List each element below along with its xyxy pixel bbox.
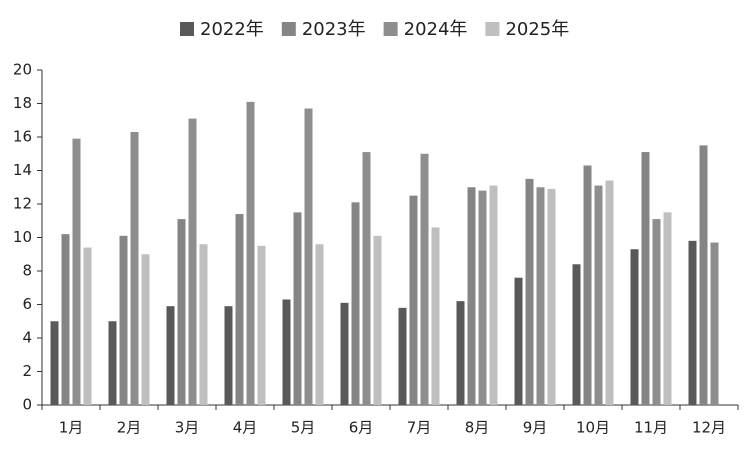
- bar: [177, 219, 186, 405]
- x-tick-label: 6月: [349, 419, 374, 437]
- bar: [282, 299, 291, 405]
- bar: [398, 307, 407, 405]
- x-tick-label: 12月: [692, 419, 726, 437]
- legend-swatch: [281, 22, 296, 36]
- y-tick-label: 0: [22, 396, 32, 414]
- bar: [340, 302, 349, 405]
- bar: [224, 306, 233, 405]
- bar: [235, 214, 244, 405]
- x-tick-label: 7月: [407, 419, 432, 437]
- bar: [489, 185, 498, 405]
- x-tick-label: 9月: [523, 419, 548, 437]
- x-tick-label: 5月: [291, 419, 316, 437]
- x-tick-label: 1月: [59, 419, 84, 437]
- bar: [467, 187, 476, 405]
- bar: [130, 131, 139, 405]
- bar: [572, 264, 581, 405]
- bar: [652, 219, 661, 405]
- bar: [351, 202, 360, 405]
- bar: [630, 249, 639, 405]
- bar: [456, 301, 465, 405]
- bar: [605, 180, 614, 405]
- bar: [315, 244, 324, 405]
- bar: [699, 145, 708, 405]
- legend-label: 2025年: [505, 19, 569, 40]
- x-tick-label: 2月: [117, 419, 142, 437]
- bar: [246, 101, 255, 405]
- bar: [583, 165, 592, 405]
- y-tick-label: 2: [22, 362, 32, 380]
- y-tick-label: 10: [13, 228, 32, 246]
- bar: [688, 240, 697, 405]
- bar: [409, 195, 418, 405]
- legend-swatch: [485, 22, 500, 36]
- legend-swatch: [180, 22, 194, 36]
- y-tick-label: 6: [22, 295, 32, 313]
- bar: [119, 235, 128, 405]
- bar: [293, 212, 302, 405]
- bar: [663, 212, 672, 405]
- bar: [641, 152, 650, 405]
- y-tick-label: 12: [13, 195, 32, 213]
- bar: [304, 108, 313, 406]
- bar: [547, 188, 556, 405]
- y-tick-label: 20: [13, 61, 32, 79]
- x-tick-label: 10月: [576, 419, 610, 437]
- bar: [431, 227, 440, 405]
- x-tick-label: 4月: [233, 419, 258, 437]
- x-tick-label: 3月: [175, 419, 200, 437]
- bar: [108, 321, 117, 405]
- y-tick-label: 8: [22, 262, 32, 280]
- bar: [50, 321, 59, 405]
- bar: [199, 244, 208, 405]
- bar: [188, 118, 197, 405]
- bar: [83, 247, 92, 405]
- y-tick-label: 18: [13, 94, 32, 112]
- legend-swatch: [383, 22, 398, 36]
- y-tick-label: 14: [13, 161, 32, 179]
- bar: [373, 235, 382, 405]
- y-tick-label: 16: [13, 128, 32, 146]
- bar: [478, 190, 487, 405]
- x-tick-label: 8月: [465, 419, 490, 437]
- legend-label: 2022年: [200, 19, 264, 40]
- bar: [72, 138, 81, 406]
- bar: [141, 254, 150, 405]
- bar: [362, 152, 371, 405]
- bar: [420, 153, 429, 405]
- y-tick-label: 4: [22, 329, 32, 347]
- x-tick-label: 11月: [634, 419, 668, 437]
- bar: [710, 242, 719, 405]
- legend-label: 2023年: [302, 19, 366, 40]
- bar: [166, 306, 175, 405]
- bar: [525, 178, 534, 405]
- bar: [536, 187, 545, 405]
- bar: [594, 185, 603, 405]
- legend-label: 2024年: [404, 19, 468, 40]
- bar: [514, 277, 523, 405]
- bar: [61, 234, 70, 405]
- bar: [257, 245, 266, 405]
